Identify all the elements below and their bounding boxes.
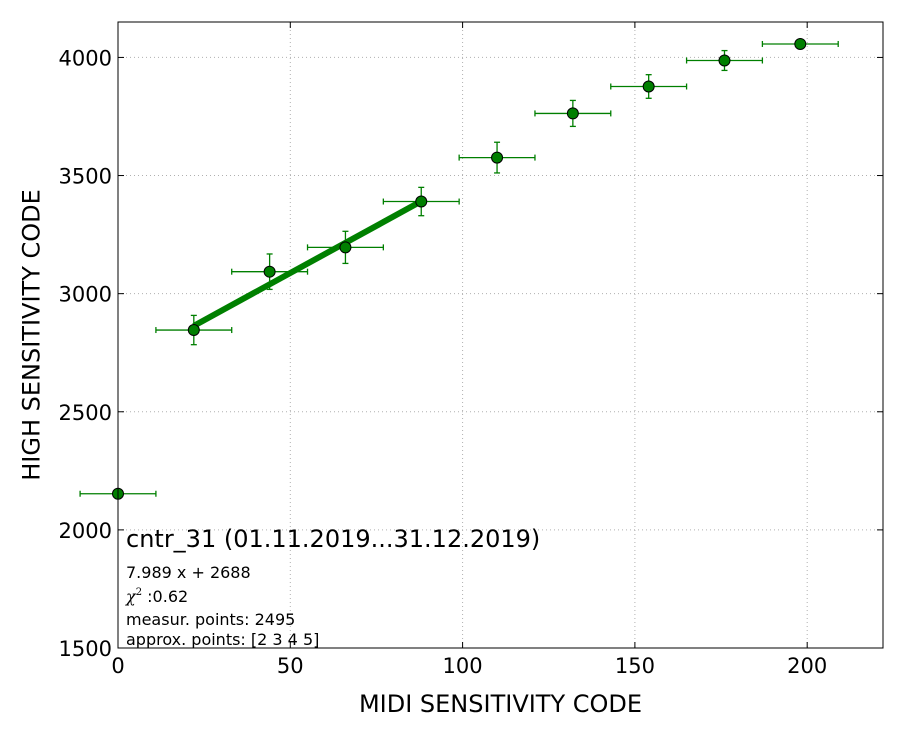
data-point [794,37,807,50]
y-tick-label: 4000 [59,46,112,70]
data-point [339,241,352,254]
y-tick-label: 2500 [59,401,112,425]
y-tick-label: 3500 [59,165,112,189]
chi-superscript: 2 [136,587,142,598]
ticks [117,22,883,649]
data-point [642,80,655,93]
x-tick-label: 100 [443,654,483,678]
annotation-measur-points: measur. points: 2495 [126,610,295,629]
y-tick-label: 2000 [59,519,112,543]
data-point [566,107,579,120]
data-point [263,265,276,278]
markers [112,37,807,500]
data-point [491,151,504,164]
data-point [718,54,731,67]
fit-line [192,198,423,329]
chi-symbol: χ [125,587,137,606]
x-tick-label: 0 [111,654,124,678]
annotation-title: cntr_31 (01.11.2019...31.12.2019) [126,525,540,553]
tick-labels: 0 50 100 150 200 1500 2000 2500 3000 3500 4000 [59,46,828,678]
annotation-block: cntr_31 (01.11.2019...31.12.2019) 7.989 … [125,525,540,649]
x-tick-label: 200 [787,654,827,678]
annotation-approx-points: approx. points: [2 3 4 5] [126,630,319,649]
y-tick-label: 1500 [59,637,112,661]
y-tick-label: 3000 [59,283,112,307]
chi-value: :0.62 [142,587,188,606]
data-point [187,324,200,337]
x-tick-label: 150 [615,654,655,678]
fit-layer [192,198,423,329]
x-tick-label: 50 [277,654,304,678]
annotation-equation: 7.989 x + 2688 [126,563,251,582]
annotation-chi2: χ2 :0.62 [125,587,188,606]
data-point [415,195,428,208]
x-axis-label: MIDI SENSITIVITY CODE [359,690,642,718]
plot-frame [117,21,884,649]
y-axis-label: HIGH SENSITIVITY CODE [17,189,45,481]
